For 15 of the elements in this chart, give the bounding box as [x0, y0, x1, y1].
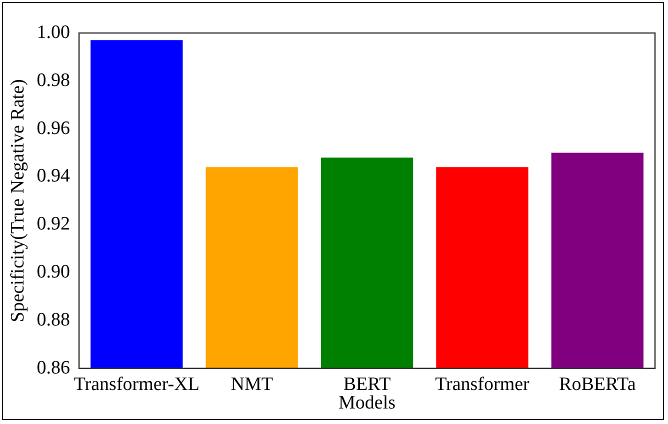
y-tick-label: 0.88: [36, 309, 70, 330]
x-tick-label: Transformer-XL: [74, 374, 200, 395]
x-tick-label: Transformer: [435, 374, 530, 395]
y-tick-label: 0.96: [36, 118, 70, 139]
y-tick-label: 0.98: [36, 70, 70, 91]
x-tick-label: BERT: [343, 374, 392, 395]
y-tick-label: 0.90: [36, 262, 70, 283]
y-tick-label: 0.92: [36, 214, 70, 235]
y-tick-label: 0.94: [36, 166, 71, 187]
x-tick-label: NMT: [230, 374, 274, 395]
y-tick-label: 0.86: [36, 357, 70, 378]
x-tick-label: RoBERTa: [559, 374, 636, 395]
y-axis-title: Specificity(True Negative Rate): [7, 79, 28, 322]
x-axis-title: Models: [338, 392, 396, 414]
y-tick-label: 1.00: [36, 22, 70, 43]
